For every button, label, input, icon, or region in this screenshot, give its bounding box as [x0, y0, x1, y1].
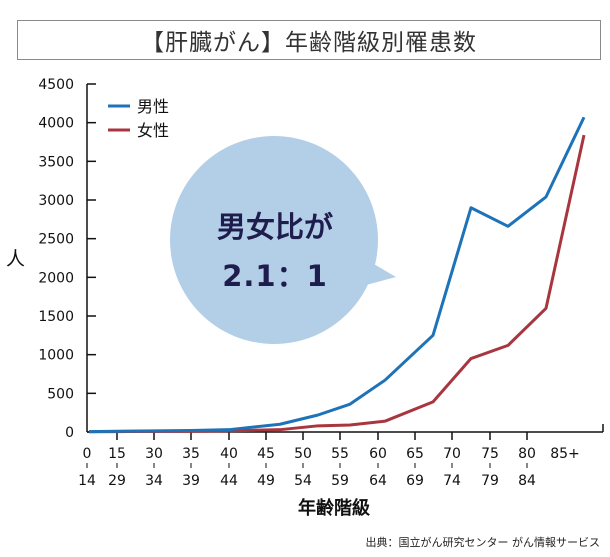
- x-tick-label: 0: [83, 446, 92, 462]
- chart-title: 【肝臓がん】年齢階級別罹患数: [17, 20, 601, 60]
- x-tick-label: 45: [257, 446, 275, 462]
- x-tick-label: 30: [145, 446, 163, 462]
- x-tick-label: 15: [108, 446, 126, 462]
- legend-male: 男性: [137, 97, 169, 116]
- y-tick-label: 2000: [38, 270, 74, 286]
- x-tick-label-end: 74: [443, 473, 461, 489]
- x-tick-label-end: 39: [182, 473, 200, 489]
- source-note: 出典：国立がん研究センター がん情報サービス: [365, 536, 601, 549]
- series-line: [88, 116, 586, 434]
- y-tick-label: 1000: [38, 348, 74, 364]
- x-tick-label: 80: [518, 446, 536, 462]
- y-tick-label: 1500: [38, 309, 74, 325]
- x-tick-label-end: 79: [481, 473, 499, 489]
- x-tick-label: 85+: [550, 446, 580, 462]
- y-tick-label: 0: [65, 425, 74, 441]
- x-tick-label-end: 34: [145, 473, 163, 489]
- series-lines: [88, 116, 586, 434]
- x-tick-label-end: 49: [257, 473, 275, 489]
- x-tick-label-end: 14: [78, 473, 96, 489]
- x-tick-label: 40: [220, 446, 238, 462]
- callout-line1: 男女比が: [216, 210, 333, 244]
- x-tick-label-end: 64: [369, 473, 387, 489]
- x-tick-label-end: 59: [331, 473, 349, 489]
- x-tick-label-end: 29: [108, 473, 126, 489]
- x-tick-label: 60: [369, 446, 387, 462]
- y-tick-label: 4500: [38, 77, 74, 93]
- x-tick-label: 70: [443, 446, 461, 462]
- x-tick-label: 75: [481, 446, 499, 462]
- y-tick-label: 2500: [38, 232, 74, 248]
- y-ticks: 4500 4000 3500 3000 2500 2000 1500 1000 500 0: [38, 77, 96, 441]
- y-tick-label: 3000: [38, 193, 74, 209]
- y-tick-label: 500: [47, 386, 74, 402]
- x-tick-label-end: 44: [220, 473, 238, 489]
- legend: 男性 女性: [108, 97, 169, 140]
- x-axis-label: 年齢階級: [298, 498, 370, 519]
- x-tick-label: 35: [182, 446, 200, 462]
- callout-line2: 2.1：1: [222, 259, 328, 293]
- legend-female: 女性: [137, 121, 169, 140]
- x-tick-label: 55: [331, 446, 349, 462]
- y-tick-label: 3500: [38, 154, 74, 170]
- y-axis-label: 人: [6, 248, 26, 270]
- y-tick-label: 4000: [38, 116, 74, 132]
- x-tick-label-end: 84: [518, 473, 536, 489]
- x-tick-label-end: 54: [294, 473, 312, 489]
- x-tick-label: 50: [294, 446, 312, 462]
- callout-bubble: [170, 136, 396, 344]
- x-tick-label: 65: [406, 446, 424, 462]
- x-ticks: 0 14 15 29 30 34 35 39 40 44 45 49 50 54 55 59 60 64 65 69 7…: [78, 432, 580, 489]
- x-tick-label-end: 69: [406, 473, 424, 489]
